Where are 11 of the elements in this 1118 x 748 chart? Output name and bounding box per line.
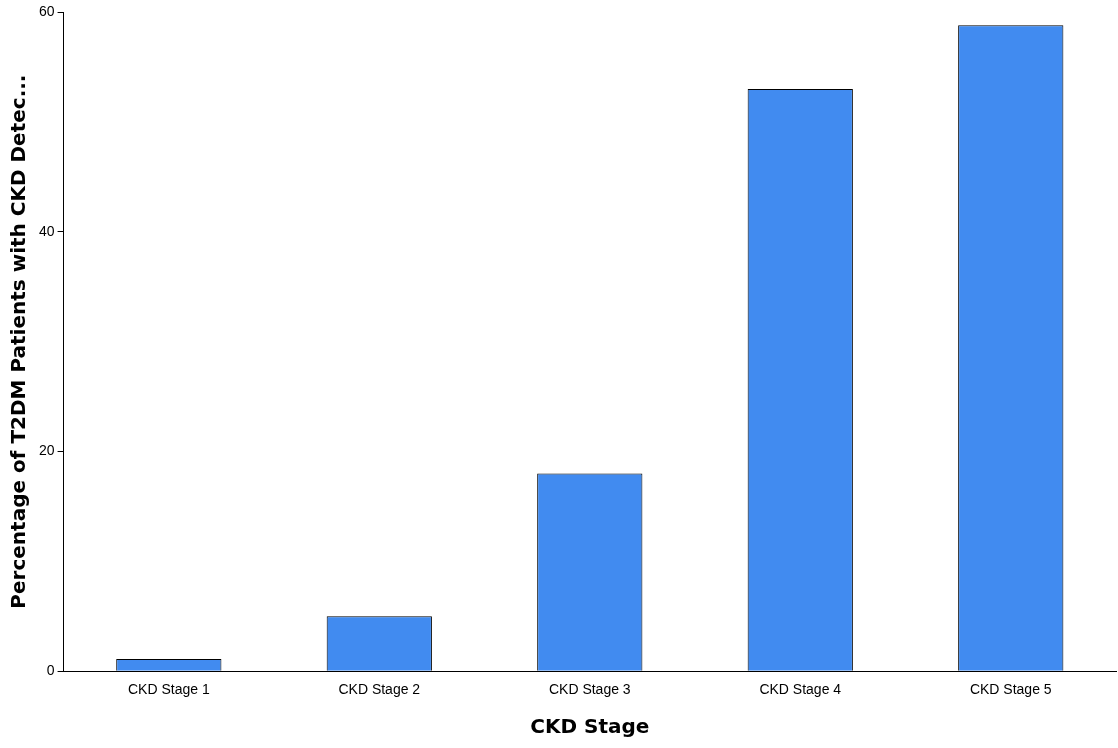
- x-tick-label: CKD Stage 4: [759, 681, 842, 698]
- x-axis-title: CKD Stage: [530, 714, 650, 739]
- y-tick-label: 20: [38, 442, 55, 459]
- x-tick-label: CKD Stage 2: [338, 681, 421, 698]
- y-axis-title: Percentage of T2DM Patients with CKD Detec...: [6, 74, 31, 609]
- y-tick-label: 60: [38, 2, 55, 19]
- y-tick-label: 40: [38, 222, 55, 239]
- x-tick-label: CKD Stage 5: [969, 681, 1052, 698]
- x-tick-label: CKD Stage 3: [548, 681, 631, 698]
- y-tick-label: 0: [46, 662, 55, 679]
- x-tick-label: CKD Stage 1: [127, 681, 210, 698]
